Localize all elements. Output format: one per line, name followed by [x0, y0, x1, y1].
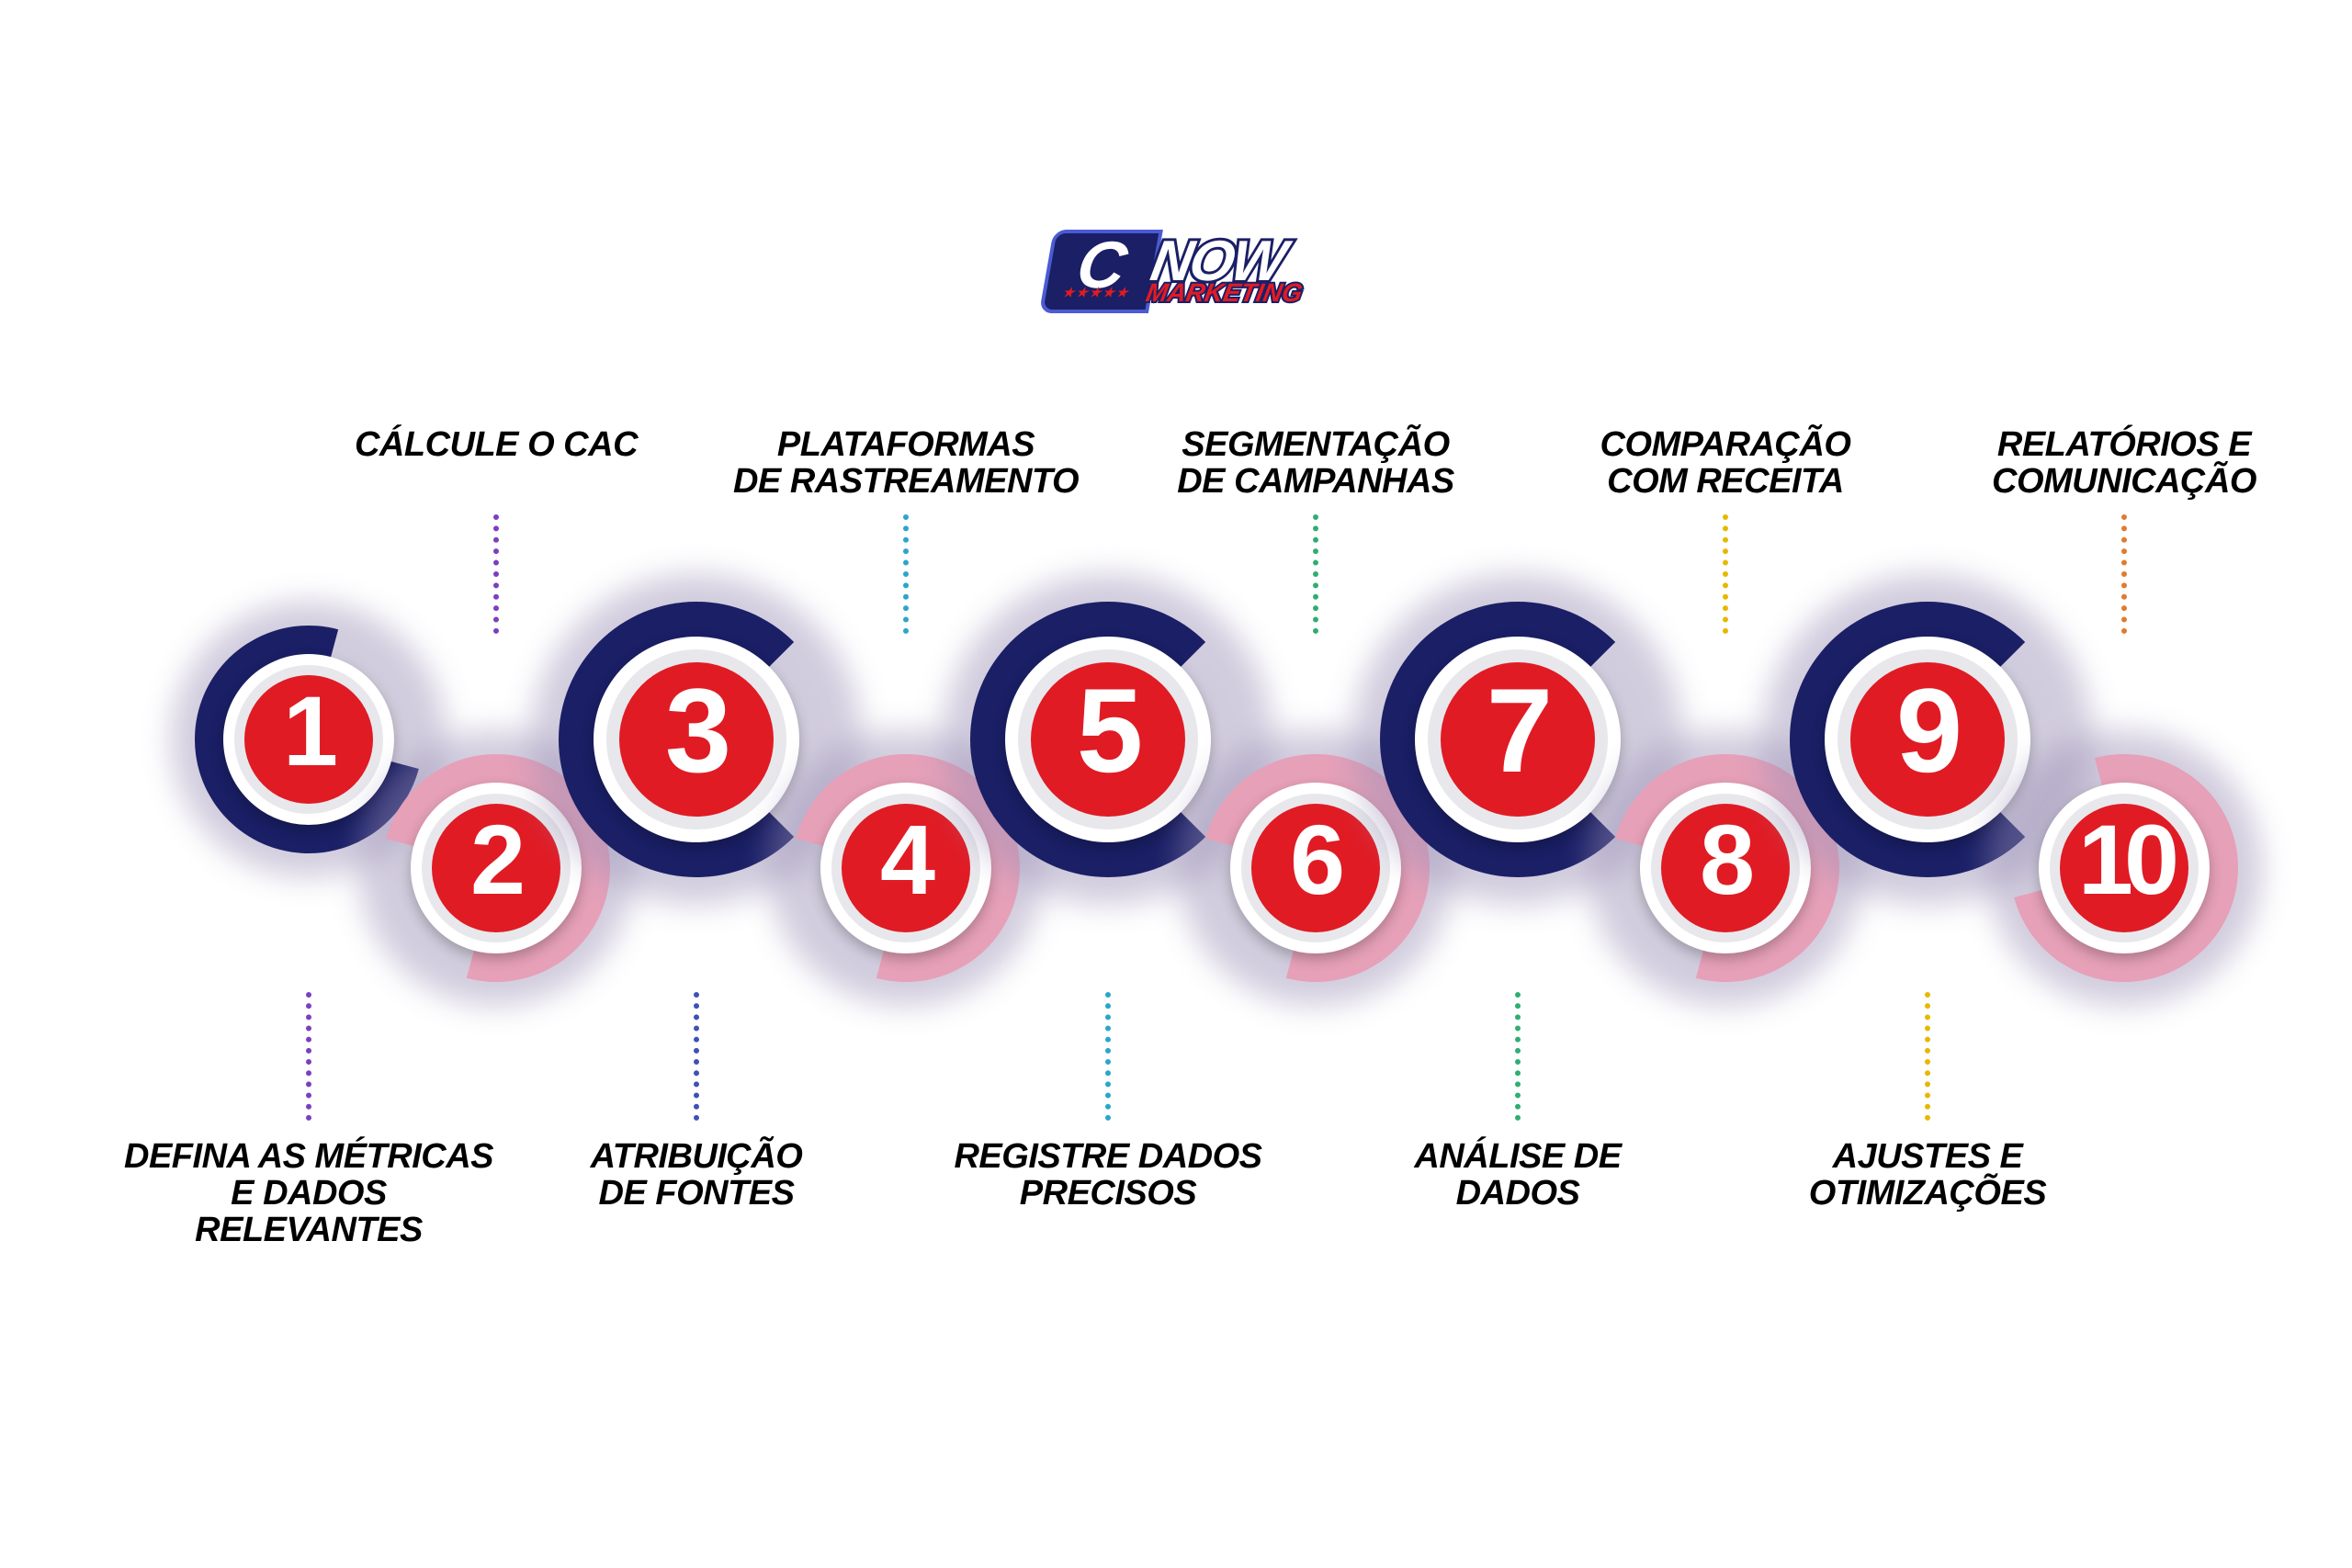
- step-label: CÁLCULE O CAC: [303, 427, 689, 464]
- step-label: SEGMENTAÇÃO DE CAMPANHAS: [1123, 427, 1509, 501]
- step-label: ATRIBUIÇÃO DE FONTES: [503, 1139, 889, 1213]
- step-label: RELATÓRIOS E COMUNICAÇÃO: [1931, 427, 2317, 501]
- logo-letter-c: C: [1074, 243, 1128, 288]
- brand-logo: C ★★★★★ NOW MARKETING: [1046, 230, 1306, 313]
- connector-line: [694, 992, 699, 1121]
- step-number: 3: [619, 671, 774, 790]
- step-number: 2: [432, 810, 560, 909]
- logo-text-marketing: MARKETING: [1144, 281, 1304, 304]
- step-number: 9: [1850, 671, 2005, 790]
- connector-line: [1515, 992, 1521, 1121]
- connector-line: [1723, 514, 1728, 634]
- connector-line: [2121, 514, 2127, 634]
- step-number: 6: [1251, 810, 1380, 909]
- connector-line: [1925, 992, 1930, 1121]
- infographic-stage: C ★★★★★ NOW MARKETING 1 DEFINA AS MÉTRICA…: [0, 0, 2352, 1568]
- logo-right-block: NOW MARKETING: [1144, 239, 1311, 304]
- step-number: 1: [244, 682, 373, 781]
- step-label: ANÁLISE DE DADOS: [1325, 1139, 1711, 1213]
- connector-line: [1313, 514, 1318, 634]
- connector-line: [493, 514, 499, 634]
- step-label: PLATAFORMAS DE RASTREAMENTO: [713, 427, 1099, 501]
- step-label: COMPARAÇÃO COM RECEITA: [1532, 427, 1918, 501]
- logo-stars: ★★★★★: [1061, 285, 1131, 300]
- step-number: 8: [1661, 810, 1790, 909]
- step-number: 10: [2060, 810, 2188, 909]
- step-label: DEFINA AS MÉTRICAS E DADOS RELEVANTES: [116, 1139, 502, 1249]
- step-label: AJUSTES E OTIMIZAÇÕES: [1735, 1139, 2120, 1213]
- step-label: REGISTRE DADOS PRECISOS: [915, 1139, 1301, 1213]
- connector-line: [306, 992, 311, 1121]
- step-number: 4: [842, 810, 970, 909]
- connector-line: [903, 514, 909, 634]
- step-number: 7: [1441, 671, 1595, 790]
- connector-line: [1105, 992, 1111, 1121]
- step-number: 5: [1031, 671, 1185, 790]
